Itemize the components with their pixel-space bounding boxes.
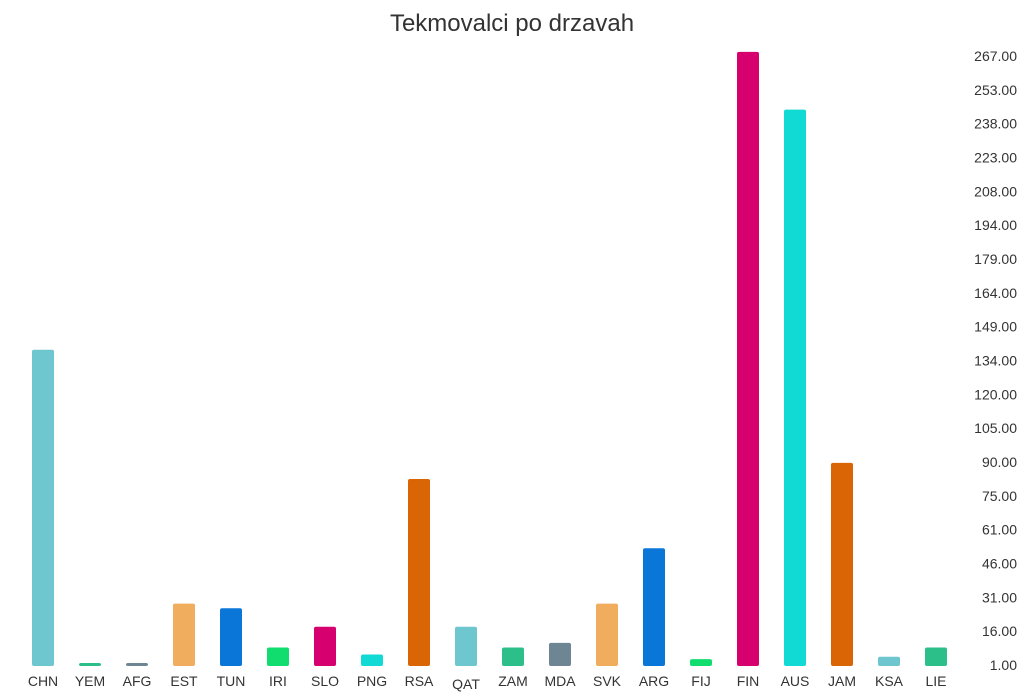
y-tick-label: 90.00: [982, 454, 1017, 470]
y-tick-label: 179.00: [974, 251, 1017, 267]
bar-tun: [220, 608, 242, 666]
category-label-aus: AUS: [781, 673, 810, 689]
y-axis-ticks: 1.00 16.00 31.00 46.00 61.00 75.00 90.00 105.00…: [974, 48, 1017, 673]
bar-ksa: [878, 656, 900, 666]
y-tick-label: 194.00: [974, 217, 1017, 233]
y-tick-label: 31.00: [982, 589, 1017, 605]
bar-aus: [784, 109, 806, 666]
bar-arg: [643, 548, 665, 666]
y-tick-label: 46.00: [982, 556, 1017, 572]
y-tick-label: 208.00: [974, 183, 1017, 199]
category-label-tun: TUN: [217, 673, 246, 689]
y-tick-label: 267.00: [974, 48, 1017, 64]
category-label-rsa: RSA: [405, 673, 434, 689]
bar-est: [173, 603, 195, 666]
y-tick-label: 105.00: [974, 420, 1017, 436]
bar-yem: [79, 663, 101, 666]
y-tick-label: 16.00: [982, 623, 1017, 639]
y-tick-label: 61.00: [982, 522, 1017, 538]
bar-svk: [596, 603, 618, 666]
category-label-svk: SVK: [593, 673, 622, 689]
category-label-mda: MDA: [544, 673, 576, 689]
category-label-qat: QAT: [452, 676, 480, 692]
category-label-png: PNG: [357, 673, 387, 689]
y-tick-label: 223.00: [974, 150, 1017, 166]
bar-fij: [690, 659, 712, 666]
bars-group: [32, 51, 947, 666]
y-tick-label: 134.00: [974, 353, 1017, 369]
category-label-slo: SLO: [311, 673, 339, 689]
bar-afg: [126, 663, 148, 666]
category-label-ksa: KSA: [875, 673, 904, 689]
category-label-fin: FIN: [737, 673, 760, 689]
category-label-fij: FIJ: [691, 673, 710, 689]
bar-png: [361, 654, 383, 666]
y-tick-label: 75.00: [982, 488, 1017, 504]
y-tick-label: 120.00: [974, 386, 1017, 402]
bar-mda: [549, 642, 571, 666]
bar-lie: [925, 647, 947, 666]
bar-jam: [831, 462, 853, 666]
category-label-afg: AFG: [123, 673, 152, 689]
bar-rsa: [408, 479, 430, 666]
category-label-est: EST: [170, 673, 198, 689]
y-tick-label: 238.00: [974, 116, 1017, 132]
category-labels: CHN YEM AFG EST TUN IRI SLO PNG RSA QAT ZAM MDA SVK A…: [28, 673, 947, 692]
chart-title: Tekmovalci po drzavah: [389, 10, 635, 37]
bar-chn: [32, 349, 54, 666]
bar-fin: [737, 51, 759, 666]
category-label-arg: ARG: [639, 673, 669, 689]
category-label-yem: YEM: [75, 673, 105, 689]
category-label-iri: IRI: [269, 673, 287, 689]
y-tick-label: 149.00: [974, 319, 1017, 335]
bar-zam: [502, 647, 524, 666]
category-label-lie: LIE: [925, 673, 946, 689]
bar-slo: [314, 626, 336, 666]
bar-qat: [455, 626, 477, 666]
category-label-chn: CHN: [28, 673, 58, 689]
category-label-jam: JAM: [828, 673, 856, 689]
y-tick-label: 253.00: [974, 82, 1017, 98]
category-label-zam: ZAM: [498, 673, 528, 689]
y-tick-label: 164.00: [974, 285, 1017, 301]
y-tick-label: 1.00: [990, 657, 1017, 673]
bar-iri: [267, 647, 289, 666]
